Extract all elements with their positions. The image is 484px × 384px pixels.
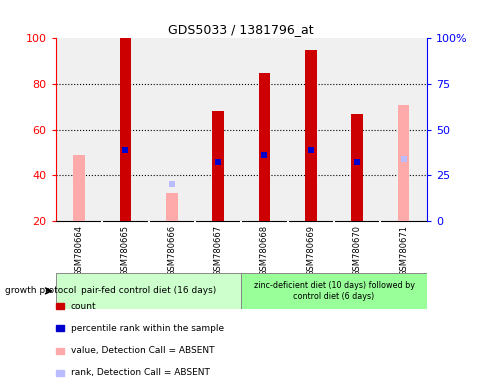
Text: GSM780669: GSM780669 — [306, 225, 315, 276]
Text: count: count — [71, 301, 96, 311]
Bar — [304, 50, 316, 221]
Text: GSM780667: GSM780667 — [213, 225, 222, 276]
Text: GSM780670: GSM780670 — [352, 225, 361, 276]
Text: growth protocol: growth protocol — [5, 286, 76, 295]
Title: GDS5033 / 1381796_at: GDS5033 / 1381796_at — [168, 23, 314, 36]
Bar — [258, 73, 270, 221]
FancyBboxPatch shape — [241, 273, 426, 309]
Bar — [397, 104, 408, 221]
Bar — [351, 114, 363, 221]
Bar — [119, 38, 131, 221]
Text: GSM780668: GSM780668 — [259, 225, 269, 276]
Text: value, Detection Call = ABSENT: value, Detection Call = ABSENT — [71, 346, 214, 355]
Bar — [212, 111, 224, 221]
Text: GSM780665: GSM780665 — [121, 225, 130, 276]
Text: GSM780671: GSM780671 — [398, 225, 407, 276]
Text: percentile rank within the sample: percentile rank within the sample — [71, 324, 224, 333]
Bar — [166, 194, 177, 221]
Text: GSM780664: GSM780664 — [75, 225, 83, 276]
Text: rank, Detection Call = ABSENT: rank, Detection Call = ABSENT — [71, 368, 209, 377]
Bar — [73, 155, 85, 221]
Text: zinc-deficient diet (10 days) followed by
control diet (6 days): zinc-deficient diet (10 days) followed b… — [253, 281, 414, 301]
Text: pair-fed control diet (16 days): pair-fed control diet (16 days) — [81, 286, 216, 295]
FancyBboxPatch shape — [56, 273, 241, 309]
Text: GSM780666: GSM780666 — [167, 225, 176, 276]
